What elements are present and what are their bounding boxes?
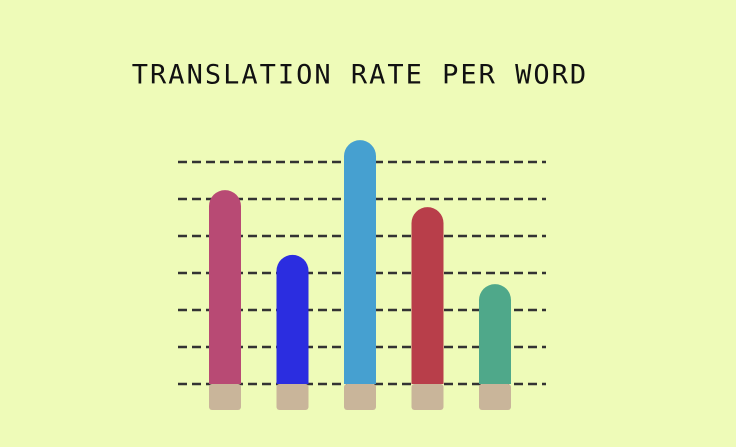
bar-base (411, 384, 444, 410)
bar-base (209, 384, 241, 410)
bar (344, 140, 376, 384)
bar (411, 207, 444, 384)
chart-title: TRANSLATION RATE PER WORD (132, 60, 588, 91)
bar-base (344, 384, 376, 410)
bar-base (276, 384, 309, 410)
bars (209, 140, 511, 410)
bar (209, 190, 241, 384)
bar (276, 254, 309, 384)
bar (479, 284, 511, 384)
bar-base (479, 384, 511, 410)
